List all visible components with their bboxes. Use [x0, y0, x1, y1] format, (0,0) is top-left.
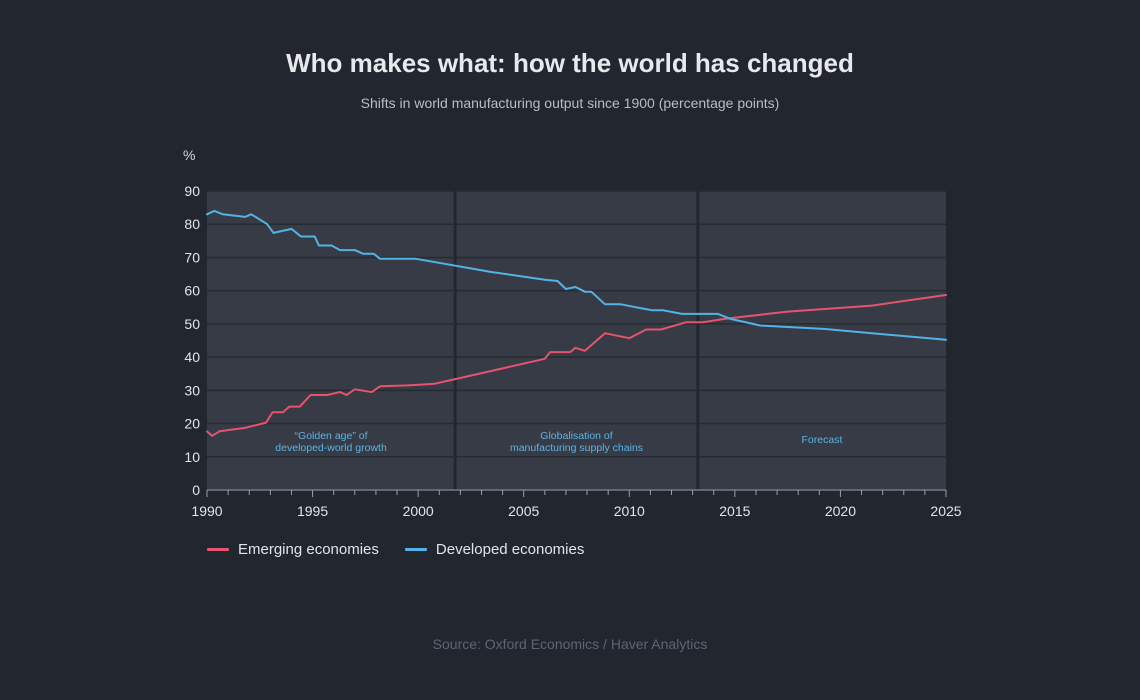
- legend-item-emerging: Emerging economies: [207, 541, 379, 558]
- period-annotation: developed-world growth: [275, 442, 387, 454]
- x-tick-label: 2020: [825, 503, 856, 519]
- y-tick-label: 20: [184, 416, 200, 432]
- legend-swatch-emerging: [207, 548, 229, 551]
- plot-area: [207, 191, 946, 490]
- chart-title: Who makes what: how the world has change…: [286, 48, 854, 78]
- y-tick-label: 60: [184, 283, 200, 299]
- source-note: Source: Oxford Economics / Haver Analyti…: [432, 636, 708, 652]
- period-annotation: manufacturing supply chains: [510, 442, 643, 454]
- y-tick-label: 50: [184, 316, 200, 332]
- y-tick-label: 10: [184, 449, 200, 465]
- y-tick-label: 90: [184, 183, 200, 199]
- legend-swatch-developed: [404, 548, 427, 551]
- y-tick-label: 40: [184, 349, 200, 365]
- legend-label-emerging: Emerging economies: [238, 541, 379, 558]
- y-tick-label: 30: [184, 382, 200, 398]
- period-annotation: Globalisation of: [540, 430, 612, 442]
- y-axis-unit-label: %: [183, 147, 196, 163]
- legend: Emerging economies Developed economies: [207, 541, 584, 558]
- x-tick-label: 1990: [191, 503, 222, 519]
- x-tick-label: 2010: [614, 503, 645, 519]
- y-tick-label: 70: [184, 249, 200, 265]
- x-tick-label: 2025: [930, 503, 961, 519]
- y-tick-label: 0: [192, 482, 200, 498]
- legend-label-developed: Developed economies: [435, 541, 585, 558]
- x-tick-label: 2015: [719, 503, 750, 519]
- period-annotation: Forecast: [802, 434, 843, 446]
- series-line-developed: [206, 209, 947, 341]
- legend-item-developed: Developed economies: [404, 541, 585, 558]
- y-tick-label: 80: [184, 216, 200, 232]
- x-tick-label: 2005: [508, 503, 539, 519]
- series-line-emerging: [206, 294, 947, 437]
- period-annotation: “Golden age” of: [295, 430, 368, 442]
- x-tick-label: 1995: [297, 503, 328, 519]
- chart-subtitle: Shifts in world manufacturing output sin…: [360, 95, 780, 111]
- x-tick-label: 2000: [403, 503, 434, 519]
